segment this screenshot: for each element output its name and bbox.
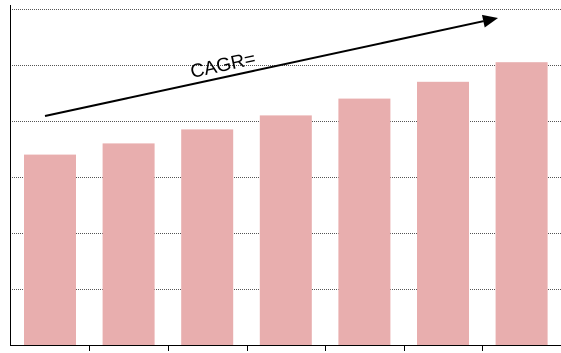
- bars: [24, 62, 548, 346]
- bar: [417, 81, 469, 346]
- cagr-arrow: [44, 20, 484, 117]
- axes: [10, 5, 561, 351]
- bar: [495, 62, 548, 345]
- bar: [181, 129, 234, 345]
- bar: [338, 98, 391, 345]
- cagr-arrowhead: [481, 14, 498, 28]
- bar: [102, 143, 155, 345]
- bar: [24, 154, 76, 345]
- bar: [259, 115, 312, 346]
